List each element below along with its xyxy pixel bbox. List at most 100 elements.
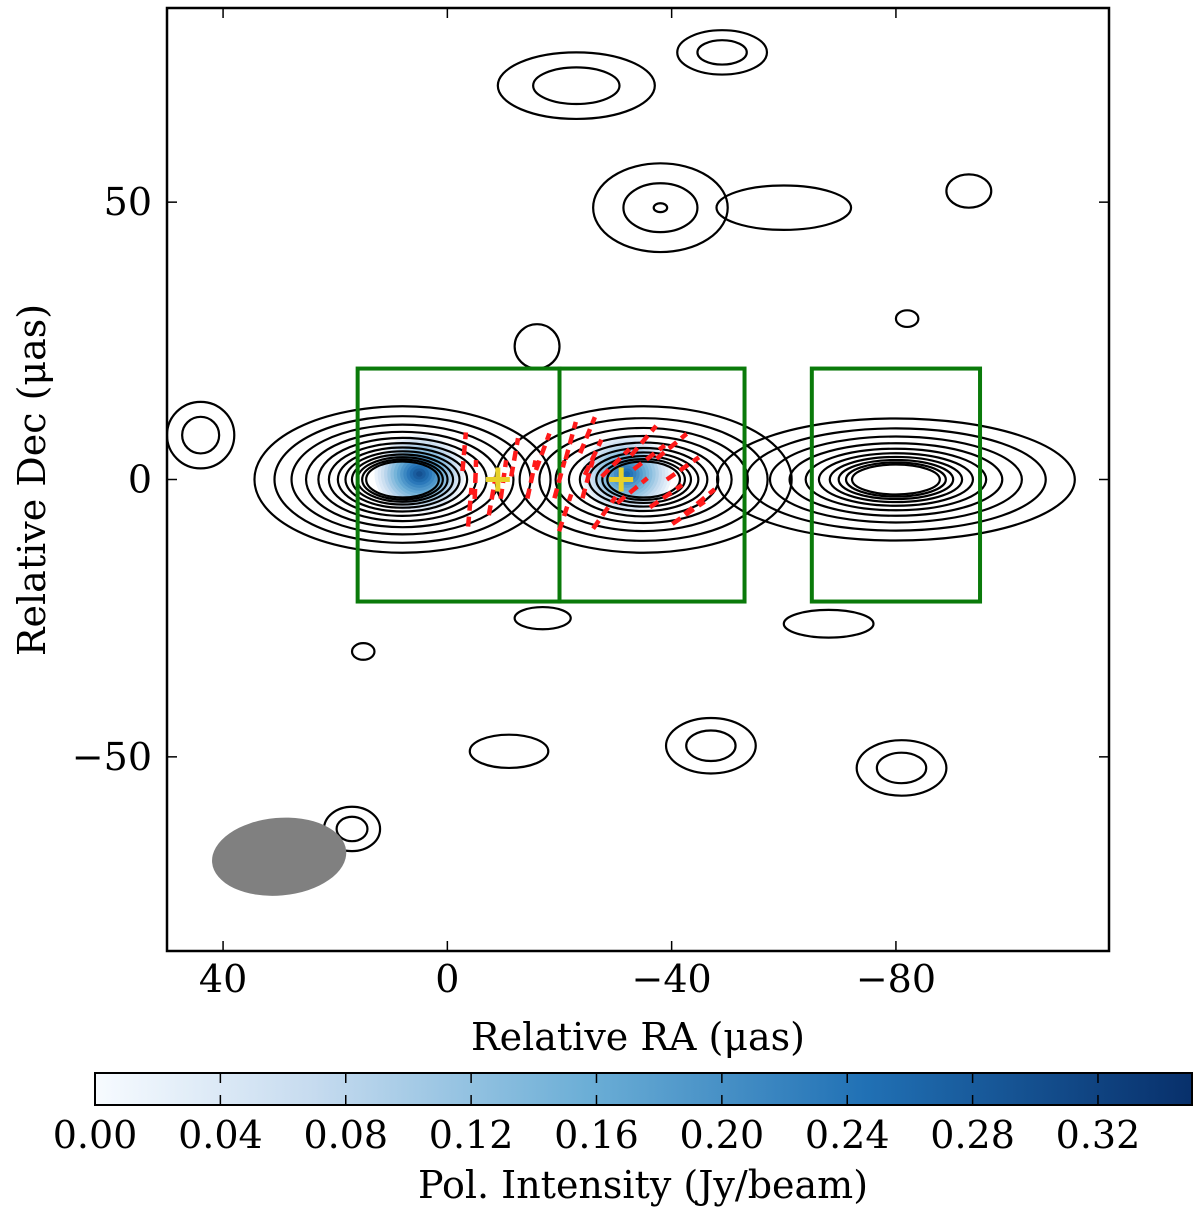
- evpa-tick-6: [509, 437, 521, 477]
- contour-2-6: [828, 455, 964, 504]
- x-axis-ticks: 40 0 −40 −80: [199, 8, 936, 1001]
- evpa-tick-2: [525, 460, 538, 499]
- cbar-tick-label-1: 0.04: [178, 1113, 263, 1157]
- evpa-tick-11: [582, 438, 604, 476]
- total-intensity-contours: [253, 405, 1076, 554]
- xtick-label-3: −80: [856, 957, 936, 1001]
- contour-2-5: [817, 452, 975, 507]
- evpa-tick-16: [665, 455, 701, 482]
- evpa-tick-19: [629, 424, 658, 457]
- peak-marker-1: [609, 467, 634, 492]
- beam-ellipse: [212, 817, 347, 896]
- contour-1-5: [578, 446, 709, 513]
- contour-1-9: [606, 460, 682, 499]
- region-box-1: [557, 366, 747, 604]
- noise-contour-5-0: [167, 400, 236, 470]
- evpa-tick-10: [556, 493, 574, 532]
- evpa-tick-22: [578, 416, 597, 454]
- noise-contour-3-0: [715, 184, 853, 231]
- evpa-tick-5: [486, 476, 498, 516]
- evpa-tick-9: [563, 421, 578, 461]
- contour-0-8: [350, 453, 455, 506]
- noise-contour-5-1: [181, 415, 221, 455]
- contour-1-8: [601, 457, 687, 502]
- evpa-tick-18: [591, 495, 618, 530]
- noise-contour-9-0: [782, 608, 875, 639]
- evpa-tick-13: [615, 476, 649, 505]
- region-box-2: [809, 366, 983, 604]
- noise-contour-13-1: [875, 751, 928, 785]
- peak-marker-0: [485, 467, 510, 492]
- noise-contour-13-0: [855, 739, 948, 797]
- contour-1-1: [518, 417, 769, 542]
- noise-contour-2-1: [622, 182, 699, 234]
- noise-contour-2-0: [592, 162, 729, 254]
- contour-2-8: [844, 461, 947, 498]
- evpa-tick-14: [632, 443, 667, 472]
- colorbar: [94, 1072, 1193, 1106]
- contour-0-6: [336, 446, 469, 513]
- evpa-tick-3: [552, 460, 567, 499]
- beam: [212, 817, 347, 896]
- region-boxes: [355, 366, 983, 604]
- contour-0-10: [361, 458, 444, 501]
- contour-0-11: [365, 460, 440, 499]
- y-axis-ticks: 50 0 −50: [72, 180, 1109, 779]
- contour-0-2: [290, 423, 515, 536]
- evpa-tick-15: [648, 483, 684, 510]
- contour-2-3: [788, 442, 1004, 517]
- noise-contour-6-0: [513, 323, 561, 370]
- evpa-ticks: [460, 416, 717, 532]
- evpa-tick-12: [600, 447, 632, 479]
- noise-contour-12-0: [664, 716, 757, 775]
- evpa-tick-8: [533, 432, 552, 471]
- pol-intensity-level-0-13: [416, 471, 423, 477]
- noise-contours: [167, 29, 993, 853]
- colorbar-label: Pol. Intensity (Jy/beam): [418, 1163, 868, 1207]
- noise-contour-1-0: [676, 29, 769, 76]
- ytick-label-1: 0: [128, 458, 152, 502]
- noise-contour-4-0: [945, 173, 993, 209]
- cbar-tick-label-7: 0.28: [930, 1113, 1015, 1157]
- noise-contour-0-0: [496, 51, 656, 121]
- contour-2-2: [768, 435, 1023, 524]
- noise-contour-1-1: [696, 39, 748, 66]
- contour-1-3: [554, 434, 733, 525]
- noise-contour-0-1: [532, 66, 621, 106]
- noise-contour-11-0: [468, 733, 550, 770]
- ytick-label-2: −50: [72, 735, 152, 779]
- contour-2-0: [715, 417, 1076, 542]
- ytick-label-0: 50: [104, 180, 152, 224]
- evpa-tick-7: [460, 432, 469, 472]
- xtick-label-1: 0: [435, 957, 459, 1001]
- evpa-tick-21: [671, 499, 706, 526]
- evpa-tick-23: [465, 487, 474, 527]
- cbar-tick-label-6: 0.24: [805, 1113, 890, 1157]
- evpa-tick-0: [472, 460, 479, 499]
- xtick-label-0: 40: [199, 957, 247, 1001]
- noise-contour-12-1: [685, 729, 737, 763]
- contour-2-7: [837, 458, 955, 501]
- cbar-tick-label-8: 0.32: [1056, 1113, 1141, 1157]
- x-axis-label: Relative RA (μas): [471, 1015, 805, 1059]
- contour-2-9: [850, 463, 941, 496]
- contour-0-7: [344, 450, 461, 509]
- contour-1-7: [595, 454, 693, 505]
- cbar-tick-label-2: 0.08: [303, 1113, 388, 1157]
- cbar-tick-label-3: 0.12: [429, 1113, 514, 1157]
- contour-1-2: [538, 426, 749, 533]
- noise-contour-10-0: [350, 642, 376, 661]
- y-axis-label: Relative Dec (μas): [10, 304, 54, 656]
- cbar-tick-label-0: 0.00: [53, 1113, 138, 1157]
- peak-markers: [485, 467, 634, 492]
- xtick-label-2: −40: [632, 957, 712, 1001]
- noise-contour-2-2: [652, 202, 669, 214]
- cbar-tick-label-5: 0.20: [680, 1113, 765, 1157]
- noise-contour-14-1: [335, 815, 369, 843]
- noise-contour-8-0: [513, 605, 572, 631]
- contour-0-0: [253, 405, 552, 554]
- plot-area: [167, 29, 1076, 896]
- noise-contour-7-0: [894, 309, 920, 329]
- pol-intensity-level-1-13: [623, 471, 630, 477]
